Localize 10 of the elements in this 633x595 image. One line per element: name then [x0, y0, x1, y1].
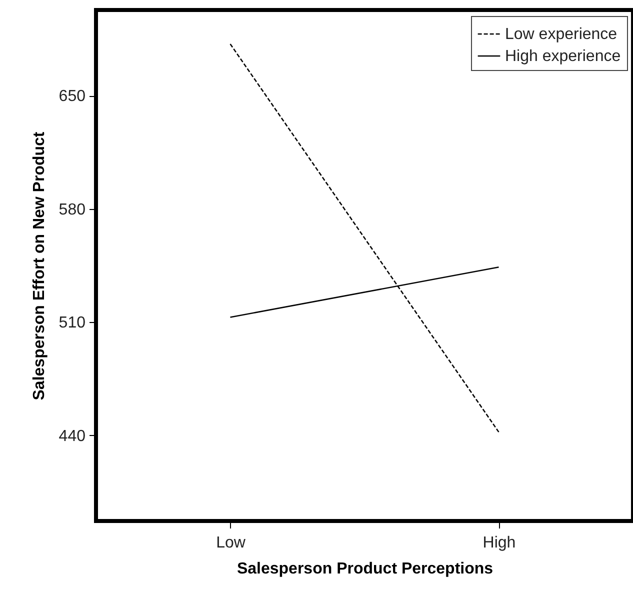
x-axis-title: Salesperson Product Perceptions — [236, 560, 494, 578]
x-tick-label: High — [482, 534, 516, 552]
y-tick-label: 580 — [58, 201, 86, 218]
y-tick-label: 650 — [58, 88, 86, 106]
legend-label: High experience — [505, 48, 621, 65]
y-tick-label: 510 — [58, 314, 86, 332]
y-axis-title: Salesperson Effort on New Product — [30, 131, 48, 400]
x-tick-label: Low — [216, 534, 246, 552]
y-tick-label: 440 — [58, 428, 86, 445]
legend-label: Low experience — [505, 26, 618, 43]
